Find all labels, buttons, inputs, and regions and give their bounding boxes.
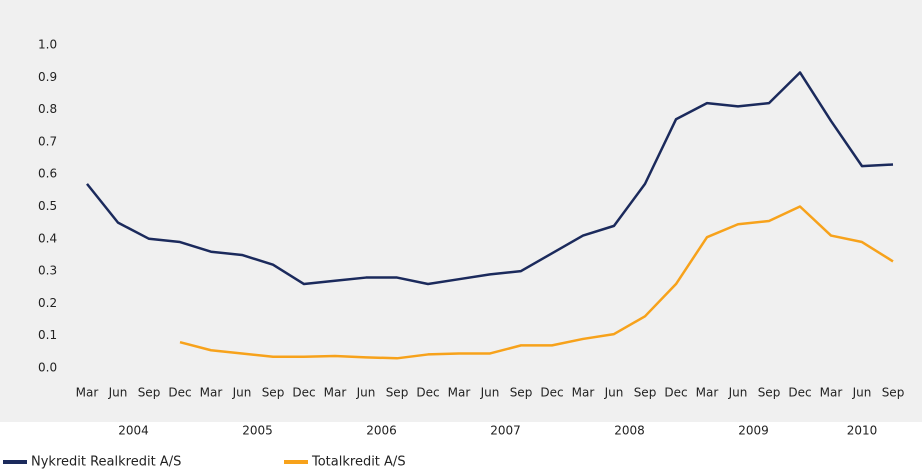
- x-tick-label: Sep: [510, 386, 533, 400]
- x-tick-label: Mar: [572, 386, 595, 400]
- series-line: [179, 205, 894, 360]
- x-tick-label: Jun: [480, 386, 500, 400]
- x-tick-label: Sep: [758, 386, 781, 400]
- x-tick-label: Jun: [728, 386, 748, 400]
- year-label: 2010: [847, 424, 878, 438]
- legend-label: Nykredit Realkredit A/S: [31, 455, 181, 470]
- y-tick-label: 0.6: [38, 167, 57, 181]
- x-tick-label: Jun: [232, 386, 252, 400]
- legend-swatch: [3, 460, 27, 464]
- x-tick-label: Mar: [696, 386, 719, 400]
- y-tick-label: 0.7: [38, 134, 57, 148]
- series-line: [86, 71, 894, 286]
- x-tick-label: Jun: [108, 386, 128, 400]
- year-label: 2008: [614, 424, 645, 438]
- y-tick-label: 0.3: [38, 264, 57, 278]
- y-tick-label: 0.5: [38, 199, 57, 213]
- x-tick-label: Sep: [138, 386, 161, 400]
- x-tick-label: Jun: [852, 386, 872, 400]
- y-tick-label: 0.8: [38, 102, 57, 116]
- y-tick-label: 0.0: [38, 361, 57, 375]
- plot-background: [0, 0, 922, 422]
- year-label: 2007: [490, 424, 521, 438]
- x-tick-label: Dec: [416, 386, 439, 400]
- year-label: 2005: [242, 424, 273, 438]
- x-tick-label: Mar: [448, 386, 471, 400]
- x-tick-label: Mar: [820, 386, 843, 400]
- x-tick-label: Sep: [882, 386, 905, 400]
- x-tick-label: Dec: [664, 386, 687, 400]
- x-tick-label: Dec: [292, 386, 315, 400]
- y-tick-label: 0.4: [38, 231, 57, 245]
- x-tick-label: Dec: [168, 386, 191, 400]
- y-tick-label: 0.9: [38, 70, 57, 84]
- legend-label: Totalkredit A/S: [311, 455, 406, 470]
- x-tick-label: Sep: [386, 386, 409, 400]
- year-label: 2004: [118, 424, 149, 438]
- y-tick-label: 0.1: [38, 328, 57, 342]
- x-tick-label: Sep: [634, 386, 657, 400]
- legend-swatch: [284, 460, 308, 464]
- x-tick-label: Mar: [324, 386, 347, 400]
- x-tick-label: Jun: [356, 386, 376, 400]
- year-label: 2009: [738, 424, 769, 438]
- x-tick-label: Dec: [540, 386, 563, 400]
- x-tick-label: Dec: [788, 386, 811, 400]
- x-tick-label: Jun: [604, 386, 624, 400]
- y-tick-label: 1.0: [38, 38, 57, 52]
- y-tick-label: 0.2: [38, 296, 57, 310]
- x-tick-label: Mar: [76, 386, 99, 400]
- x-tick-label: Mar: [200, 386, 223, 400]
- year-label: 2006: [366, 424, 397, 438]
- x-tick-label: Sep: [262, 386, 285, 400]
